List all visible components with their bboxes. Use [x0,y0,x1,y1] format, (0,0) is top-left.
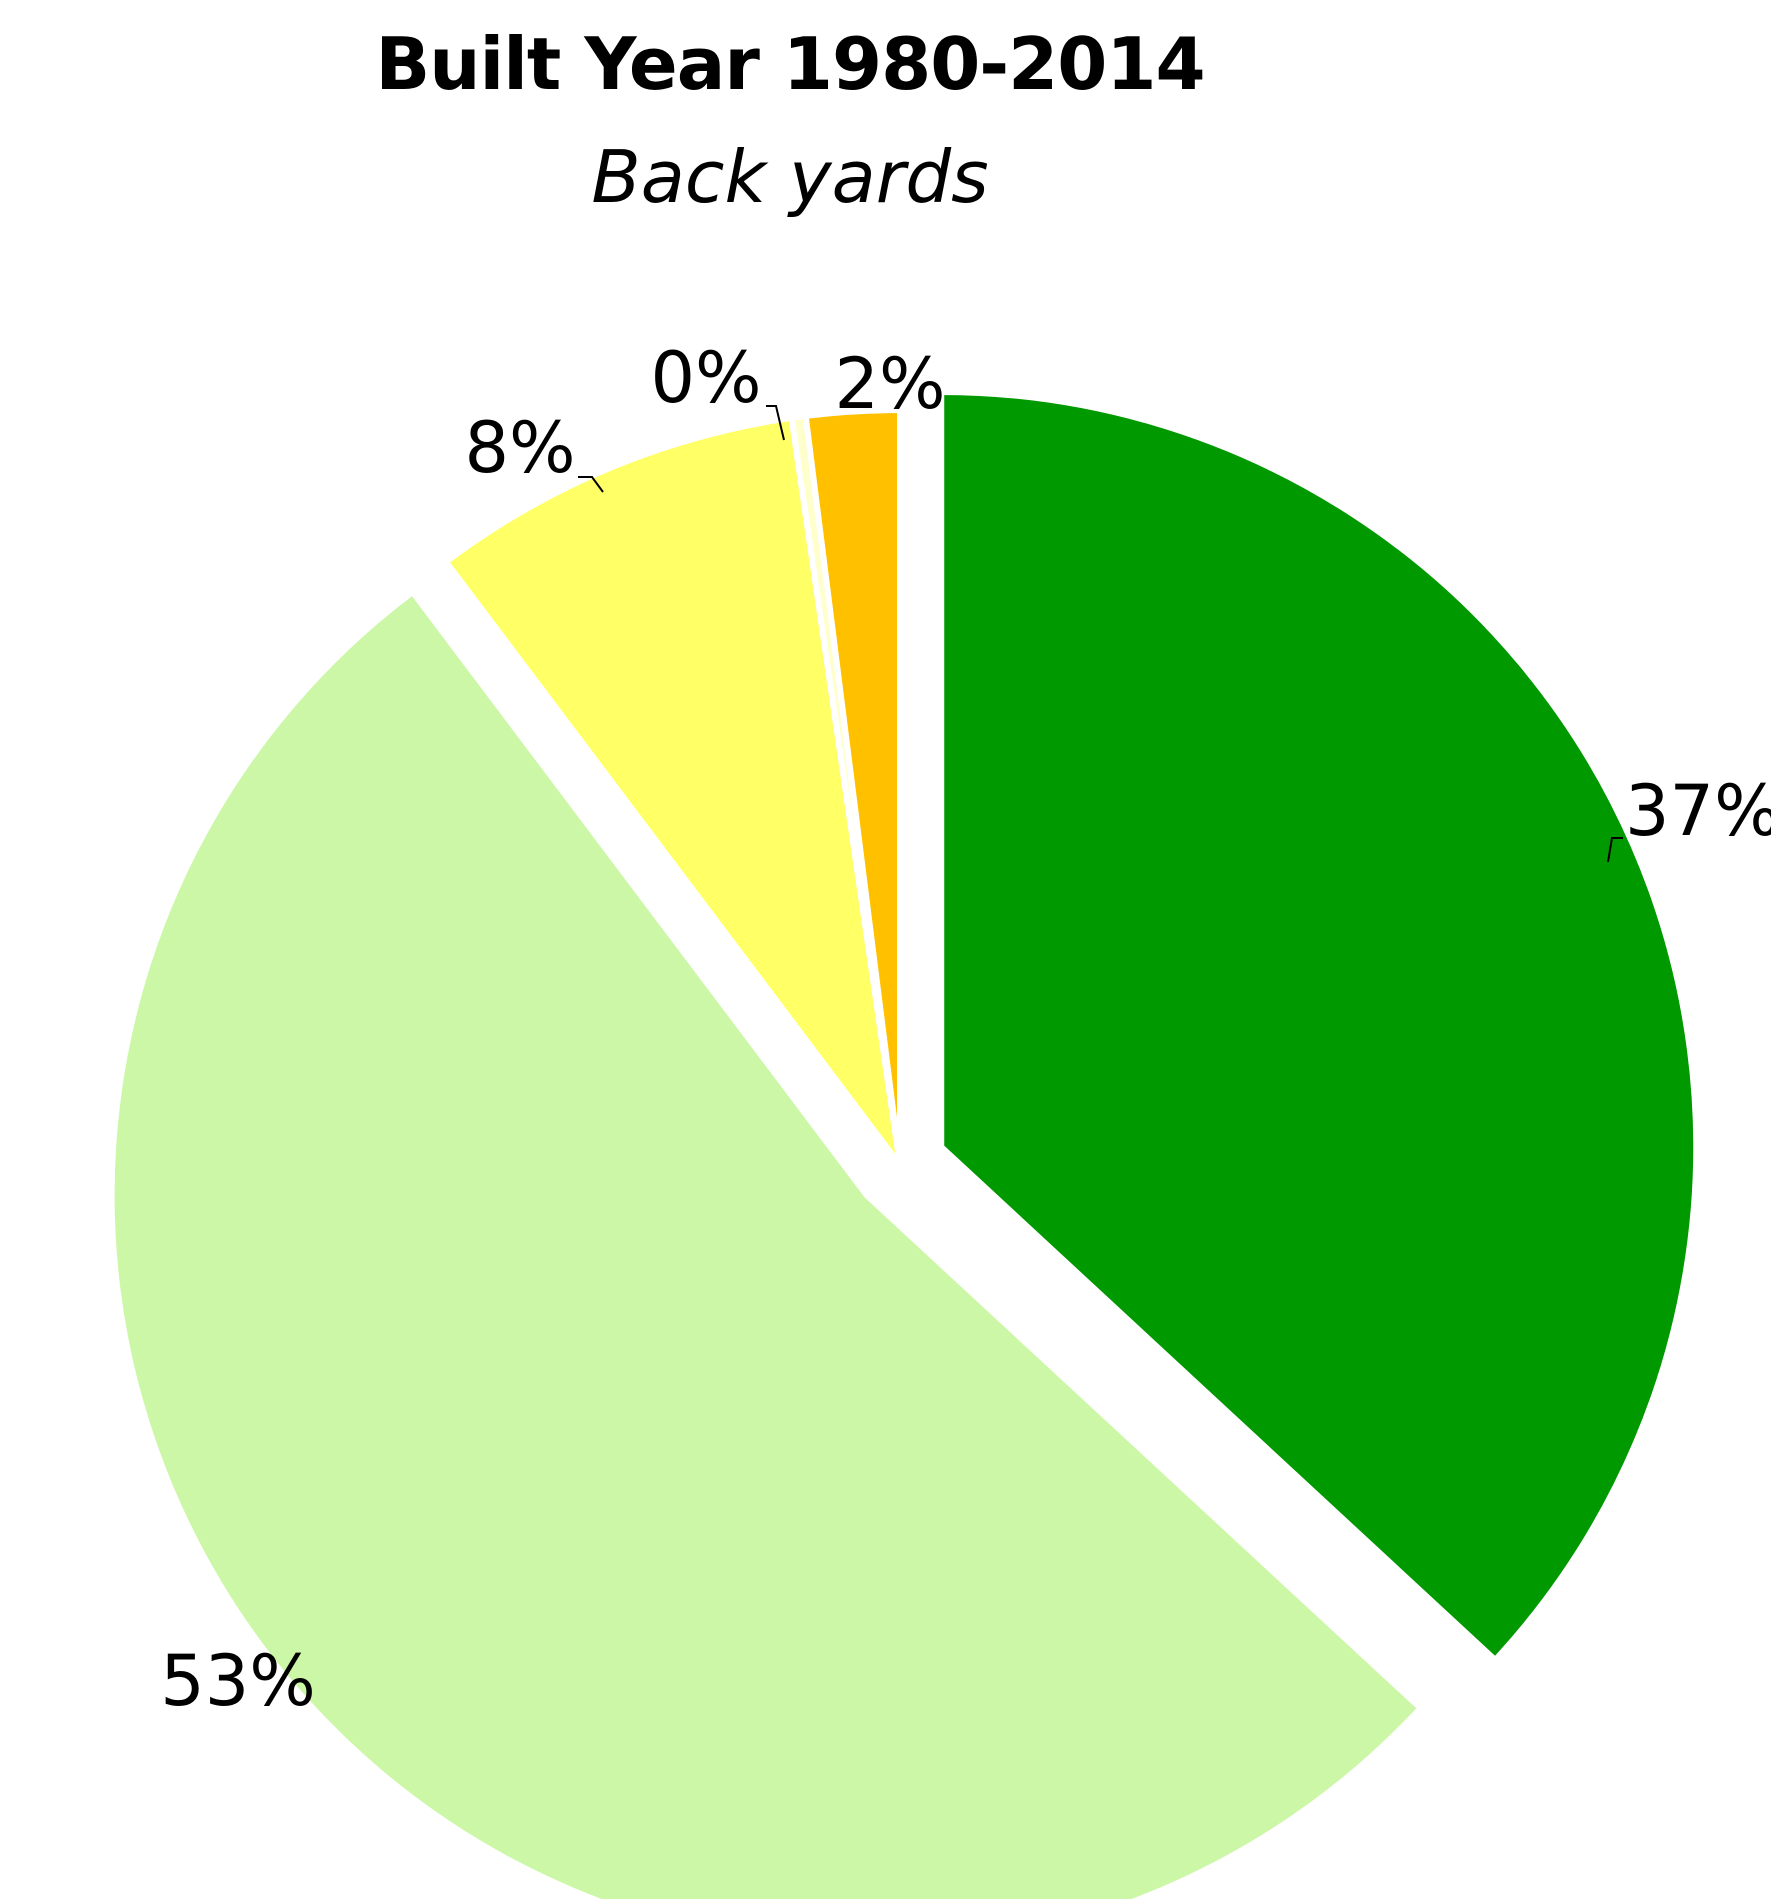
pie-slice-8pct [441,414,903,1167]
leader-lines [578,405,1623,863]
leader-line-0pct [766,405,785,441]
slice-label-53pct: 53% [160,1640,316,1722]
slice-label-0pct: 0% [650,337,761,419]
pie-slices [108,388,1700,1899]
leader-line-8pct [578,476,604,493]
pie-slice-53pct [108,587,1425,1899]
chart-title: Built Year 1980-2014 [375,22,1205,106]
leader-line-37pct [1607,837,1623,863]
slice-label-2pct: 2% [834,343,945,425]
slice-labels: 37% 53% 8% 0% 2% [160,337,1771,1722]
pie-slice-37pct [938,388,1700,1665]
pie-slice-2pct [802,406,903,1166]
slice-label-8pct: 8% [464,407,575,489]
slice-label-37pct: 37% [1625,770,1771,852]
chart-subtitle: Back yards [591,135,989,219]
